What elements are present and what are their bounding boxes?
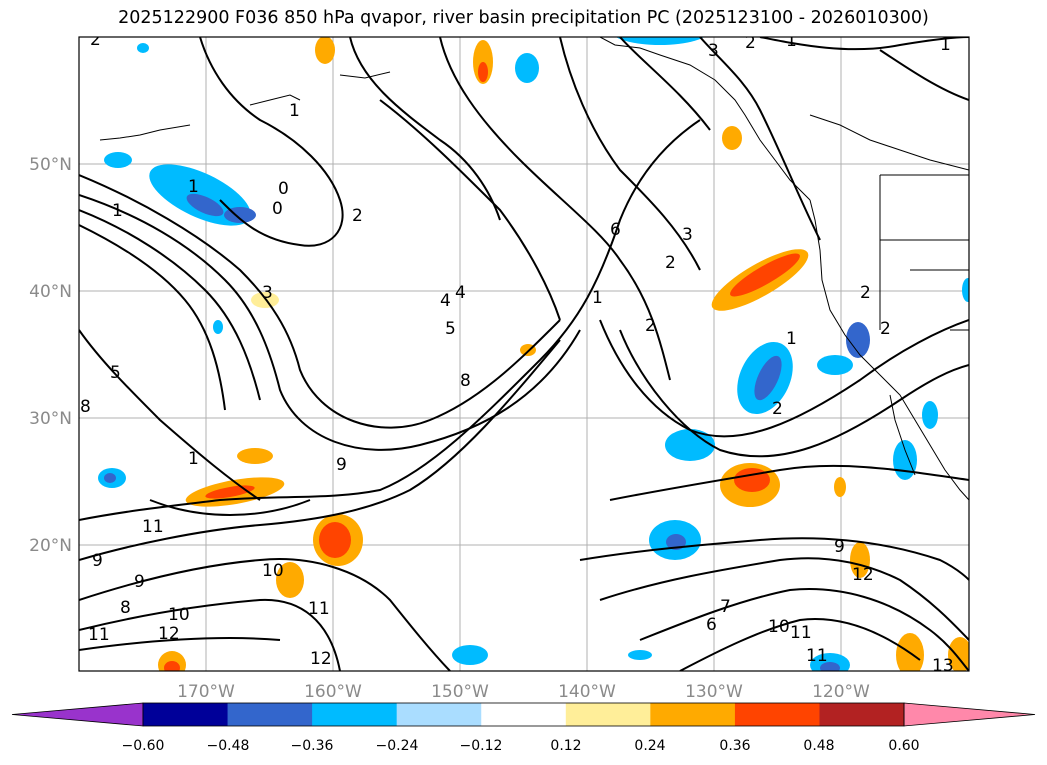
svg-text:2: 2 <box>645 316 656 336</box>
colorbar-extend-min <box>11 702 144 727</box>
svg-text:11: 11 <box>308 599 330 619</box>
longitude-labels: 170°W 160°W 150°W 140°W 130°W 120°W <box>177 682 870 702</box>
svg-text:11: 11 <box>806 646 828 666</box>
svg-text:9: 9 <box>134 572 145 592</box>
svg-text:12: 12 <box>852 565 874 585</box>
svg-text:10: 10 <box>768 617 790 637</box>
svg-text:8: 8 <box>460 371 471 391</box>
svg-text:2: 2 <box>880 319 891 339</box>
svg-text:9: 9 <box>92 551 103 571</box>
svg-text:4: 4 <box>455 283 466 303</box>
svg-text:3: 3 <box>708 41 719 61</box>
lon-label-160w: 160°W <box>304 682 362 702</box>
contour-labels: 2 3 2 1 1 1 0 0 2 1 1 3 4 4 5 5 6 2 3 1 … <box>80 30 954 676</box>
lon-label-120w: 120°W <box>812 682 870 702</box>
colorbar-extend-max <box>903 702 1036 727</box>
colorbar-segment <box>396 703 482 726</box>
svg-text:2: 2 <box>352 206 363 226</box>
colorbar-segment <box>481 703 567 726</box>
svg-text:6: 6 <box>706 615 717 635</box>
colorbar-tick: −0.36 <box>291 738 334 754</box>
colorbar-tick: 0.36 <box>719 738 750 754</box>
lat-label-30n: 30°N <box>29 409 72 429</box>
colorbar-segment <box>565 703 651 726</box>
svg-text:2: 2 <box>745 33 756 53</box>
svg-text:12: 12 <box>310 649 332 669</box>
svg-text:0: 0 <box>272 199 283 219</box>
svg-text:7: 7 <box>720 597 731 617</box>
lat-label-20n: 20°N <box>29 536 72 556</box>
svg-text:5: 5 <box>445 319 456 339</box>
map-title: 2025122900 F036 850 hPa qvapor, river ba… <box>118 8 929 28</box>
coastlines <box>99 37 969 501</box>
colorbar-tick: −0.60 <box>122 738 165 754</box>
qvapor-contours <box>79 37 969 671</box>
colorbar-segment <box>312 703 398 726</box>
colorbar-segment <box>143 703 229 726</box>
svg-text:1: 1 <box>289 101 300 121</box>
colorbar <box>11 702 1036 727</box>
lon-label-140w: 140°W <box>558 682 616 702</box>
svg-text:8: 8 <box>120 598 131 618</box>
colorbar-tick: 0.24 <box>634 738 665 754</box>
svg-text:0: 0 <box>278 179 289 199</box>
svg-text:1: 1 <box>940 35 951 55</box>
plot-frame <box>78 36 970 672</box>
svg-text:6: 6 <box>610 220 621 240</box>
svg-text:2: 2 <box>90 30 101 50</box>
svg-text:2: 2 <box>860 283 871 303</box>
svg-text:1: 1 <box>112 201 123 221</box>
svg-text:13: 13 <box>932 656 954 676</box>
colorbar-segment <box>227 703 313 726</box>
svg-text:3: 3 <box>682 225 693 245</box>
colorbar-tick: −0.48 <box>207 738 250 754</box>
svg-text:12: 12 <box>158 624 180 644</box>
colorbar-tick: 0.48 <box>803 738 834 754</box>
svg-text:11: 11 <box>142 517 164 537</box>
svg-text:9: 9 <box>834 537 845 557</box>
svg-text:1: 1 <box>786 329 797 349</box>
svg-text:1: 1 <box>188 177 199 197</box>
precip-pc-fills <box>98 37 969 671</box>
svg-text:10: 10 <box>168 605 190 625</box>
svg-text:8: 8 <box>80 397 91 417</box>
lon-label-150w: 150°W <box>431 682 489 702</box>
lat-label-40n: 40°N <box>29 282 72 302</box>
svg-text:9: 9 <box>336 455 347 475</box>
colorbar-tick: 0.60 <box>888 738 919 754</box>
svg-text:1: 1 <box>592 288 603 308</box>
latitude-labels: 50°N 40°N 30°N 20°N <box>29 155 72 556</box>
colorbar-tick: −0.12 <box>460 738 503 754</box>
svg-text:2: 2 <box>665 253 676 273</box>
svg-text:1: 1 <box>786 31 797 51</box>
svg-text:1: 1 <box>188 449 199 469</box>
lon-label-130w: 130°W <box>685 682 743 702</box>
colorbar-segment <box>734 703 820 726</box>
svg-text:10: 10 <box>262 561 284 581</box>
colorbar-tick: −0.24 <box>376 738 419 754</box>
colorbar-outline <box>142 702 905 727</box>
colorbar-segment <box>650 703 736 726</box>
svg-text:2: 2 <box>772 399 783 419</box>
lat-label-50n: 50°N <box>29 155 72 175</box>
colorbar-tick-labels: −0.60 −0.48 −0.36 −0.24 −0.12 0.12 0.24 … <box>122 738 920 754</box>
lon-label-170w: 170°W <box>177 682 235 702</box>
colorbar-segment <box>819 703 905 726</box>
svg-text:3: 3 <box>262 283 273 303</box>
colorbar-tick: 0.12 <box>550 738 581 754</box>
svg-text:11: 11 <box>88 625 110 645</box>
svg-text:11: 11 <box>790 623 812 643</box>
svg-text:4: 4 <box>440 291 451 311</box>
svg-text:5: 5 <box>110 363 121 383</box>
